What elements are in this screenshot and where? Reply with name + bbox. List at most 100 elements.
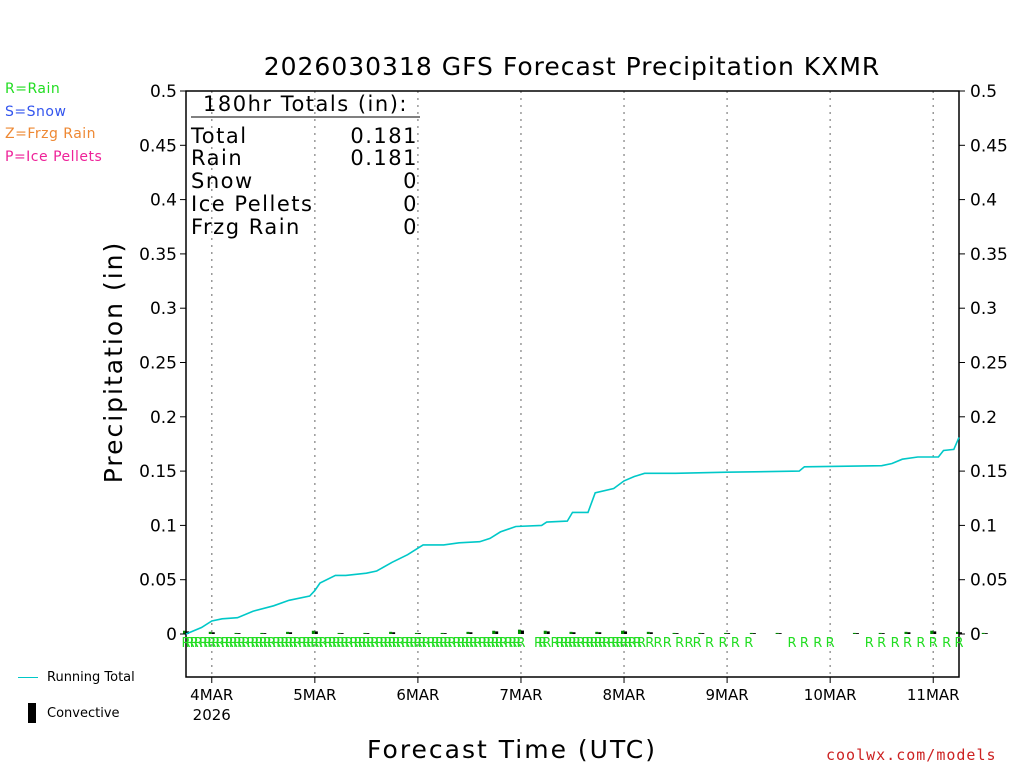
- rain-marker: R: [568, 636, 577, 651]
- rain-marker: R: [259, 636, 268, 651]
- rain-marker: R: [891, 636, 900, 651]
- rain-marker: R: [556, 636, 565, 651]
- rain-marker: R: [276, 636, 285, 651]
- y-tick-label-left: 0.1: [150, 516, 177, 536]
- total-precip-bar: [904, 631, 908, 634]
- y-tick-label-right: 0: [970, 625, 981, 645]
- convective-label: Convective: [47, 706, 120, 721]
- rain-marker: R: [865, 636, 874, 651]
- rain-marker: R: [628, 636, 637, 651]
- rain-marker: R: [358, 636, 367, 651]
- total-precip-bar: [543, 630, 547, 634]
- rain-marker: R: [375, 636, 384, 651]
- rain-marker: R: [469, 636, 478, 651]
- total-precip-bar: [672, 632, 676, 634]
- total-precip-bar: [517, 629, 521, 634]
- running-total-line: [185, 437, 960, 635]
- rain-marker: R: [383, 636, 392, 651]
- y-tick-label-right: 0.35: [970, 245, 1008, 265]
- y-tick-label-right: 0.45: [970, 136, 1008, 156]
- x-tick-label: 9MAR: [706, 686, 749, 704]
- rain-marker: R: [207, 636, 216, 651]
- y-tick-label-right: 0.5: [970, 82, 997, 102]
- rain-marker: R: [675, 636, 684, 651]
- totals-frzg-value: 0: [403, 215, 418, 239]
- total-precip-bar: [569, 631, 573, 634]
- rain-marker: R: [542, 636, 551, 651]
- total-precip-bar: [337, 632, 341, 634]
- rain-marker: R: [942, 636, 951, 651]
- rain-marker: R: [332, 636, 341, 651]
- rain-marker: R: [534, 636, 543, 651]
- rain-marker: R: [417, 636, 426, 651]
- total-precip-bar: [646, 631, 650, 634]
- y-tick-label-left: 0.25: [139, 354, 177, 374]
- y-tick-label-left: 0.2: [150, 408, 177, 428]
- credit-text: coolwx.com/models: [826, 746, 997, 764]
- rain-marker: R: [379, 636, 388, 651]
- rain-marker: R: [354, 636, 363, 651]
- total-precip-bar: [595, 631, 599, 634]
- gridlines: [211, 91, 934, 677]
- rain-marker: R: [499, 636, 508, 651]
- rain-marker: R: [453, 636, 462, 651]
- total-precip-bar: [183, 630, 186, 634]
- x-year-label: 2026: [193, 706, 231, 724]
- y-tick-label-right: 0.05: [970, 571, 1008, 591]
- rain-marker: R: [310, 636, 319, 651]
- rain-marker: R: [366, 636, 375, 651]
- x-tick-label: 8MAR: [602, 686, 645, 704]
- rain-marker: R: [576, 636, 585, 651]
- rain-marker: R: [594, 636, 603, 651]
- totals-box: 180hr Totals (in): Total 0.181 Rain 0.18…: [190, 92, 420, 239]
- rain-marker: R: [237, 636, 246, 651]
- y-tick-label-left: 0.35: [139, 245, 177, 265]
- rain-marker: R: [877, 636, 886, 651]
- rain-marker: R: [512, 636, 521, 651]
- rain-marker: R: [263, 636, 272, 651]
- totals-rain-label: Rain: [191, 146, 243, 170]
- total-precip-bar: [440, 632, 444, 634]
- rain-marker: R: [550, 636, 559, 651]
- rain-marker: R: [572, 636, 581, 651]
- y-tick-label-right: 0.2: [970, 408, 997, 428]
- rain-marker: R: [508, 636, 517, 651]
- totals-snow-label: Snow: [191, 169, 254, 193]
- total-precip-bar: [621, 630, 625, 634]
- rain-marker: R: [340, 636, 349, 651]
- y-tick-label-left: 0.4: [150, 191, 177, 211]
- convective-bar: [752, 633, 756, 634]
- x-tick-label: 10MAR: [804, 686, 857, 704]
- totals-snow-value: 0: [403, 169, 418, 193]
- rain-marker: R: [241, 636, 250, 651]
- rain-marker: R: [443, 636, 452, 651]
- rain-marker: R: [225, 636, 234, 651]
- convective-bar: [443, 633, 447, 634]
- rain-marker: R: [229, 636, 238, 651]
- rain-marker: R: [585, 636, 594, 651]
- series: [185, 437, 960, 635]
- total-precip-bar: [930, 630, 934, 634]
- y-tick-label-left: 0.05: [139, 571, 177, 591]
- totals-rain-value: 0.181: [350, 146, 418, 170]
- convective-bar: [392, 632, 396, 634]
- x-axis-label: Forecast Time (UTC): [367, 735, 657, 764]
- y-tick-label-right: 0.25: [970, 354, 1008, 374]
- rain-marker: R: [633, 636, 642, 651]
- totals-ice-label: Ice Pellets: [191, 192, 313, 216]
- rain-marker: R: [581, 636, 590, 651]
- convective-bar: [314, 631, 318, 634]
- rain-marker: R: [215, 636, 224, 651]
- convective-bar: [289, 632, 293, 634]
- rain-marker: R: [272, 636, 281, 651]
- rain-marker: R: [663, 636, 672, 651]
- convective-bar: [907, 632, 911, 634]
- rain-marker: R: [504, 636, 513, 651]
- rain-marker: R: [285, 636, 294, 651]
- convective-bar: [649, 632, 653, 634]
- x-tick-label: 11MAR: [907, 686, 960, 704]
- rain-marker: R: [251, 636, 260, 651]
- rain-marker: R: [800, 636, 809, 651]
- rain-marker: R: [280, 636, 289, 651]
- rain-marker: R: [396, 636, 405, 651]
